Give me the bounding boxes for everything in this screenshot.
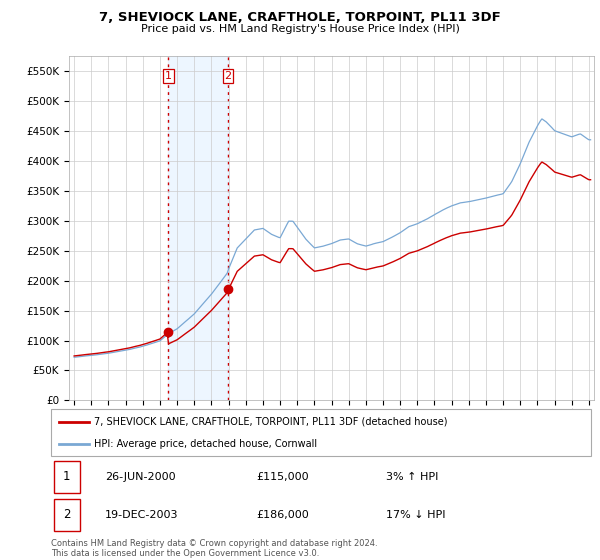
Text: Price paid vs. HM Land Registry's House Price Index (HPI): Price paid vs. HM Land Registry's House …: [140, 24, 460, 34]
Text: 1: 1: [165, 71, 172, 81]
Text: £115,000: £115,000: [256, 472, 309, 482]
Text: 7, SHEVIOCK LANE, CRAFTHOLE, TORPOINT, PL11 3DF: 7, SHEVIOCK LANE, CRAFTHOLE, TORPOINT, P…: [99, 11, 501, 24]
Text: 26-JUN-2000: 26-JUN-2000: [105, 472, 176, 482]
Text: 17% ↓ HPI: 17% ↓ HPI: [386, 510, 445, 520]
Text: 2: 2: [63, 508, 70, 521]
Text: 19-DEC-2003: 19-DEC-2003: [105, 510, 179, 520]
Text: 7, SHEVIOCK LANE, CRAFTHOLE, TORPOINT, PL11 3DF (detached house): 7, SHEVIOCK LANE, CRAFTHOLE, TORPOINT, P…: [94, 417, 448, 427]
FancyBboxPatch shape: [54, 460, 80, 493]
Text: Contains HM Land Registry data © Crown copyright and database right 2024.
This d: Contains HM Land Registry data © Crown c…: [51, 539, 377, 558]
Bar: [169, 56, 228, 400]
Text: 2: 2: [224, 71, 232, 81]
FancyBboxPatch shape: [54, 498, 80, 531]
Text: £186,000: £186,000: [256, 510, 309, 520]
Text: 3% ↑ HPI: 3% ↑ HPI: [386, 472, 438, 482]
Text: HPI: Average price, detached house, Cornwall: HPI: Average price, detached house, Corn…: [94, 438, 317, 449]
Text: 1: 1: [63, 470, 70, 483]
FancyBboxPatch shape: [51, 409, 591, 456]
